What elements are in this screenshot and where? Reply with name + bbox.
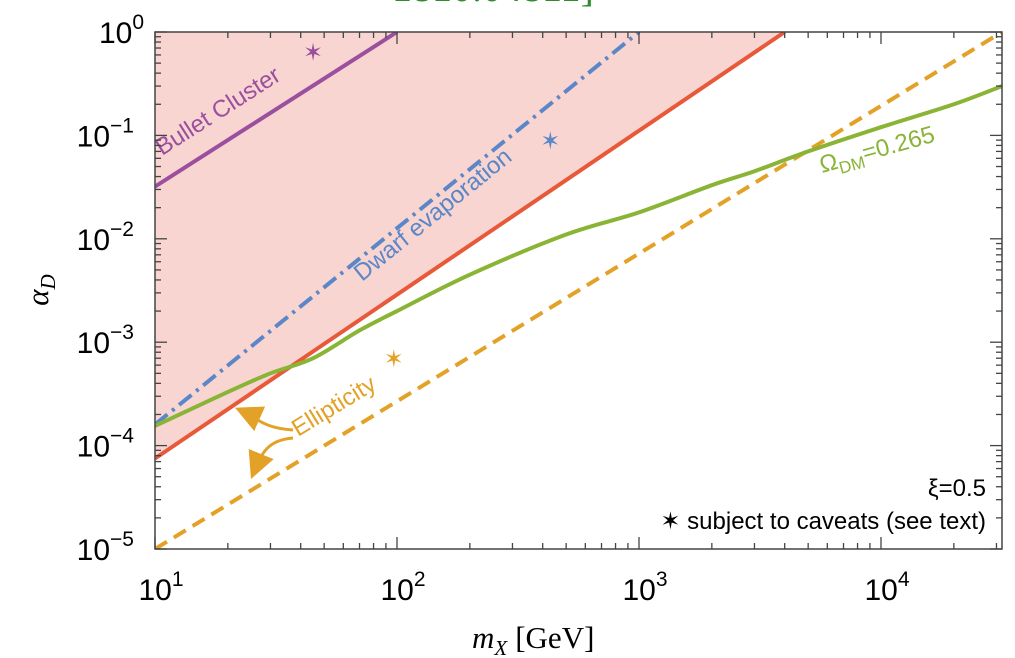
bullet-line xyxy=(155,32,399,189)
x-tick-label: 101 xyxy=(138,568,183,607)
dwarf-line xyxy=(155,32,641,427)
y-tick-label: 10−1 xyxy=(77,114,134,153)
y-axis-title: αD xyxy=(20,274,60,305)
page-caption: 1810.04811] xyxy=(392,0,594,11)
ellipticity-star-marker: ✶ xyxy=(384,345,404,373)
dwarf-star-marker: ✶ xyxy=(540,127,560,155)
x-tick-label: 102 xyxy=(380,568,425,607)
ticks-layer xyxy=(154,31,1002,550)
relic-line xyxy=(155,84,1002,428)
series-layer xyxy=(155,32,1002,549)
y-tick-label: 10−4 xyxy=(77,425,135,464)
excluded-region xyxy=(155,32,785,459)
x-tick-label: 103 xyxy=(622,568,667,607)
plot-area xyxy=(155,32,1002,549)
plot-frame xyxy=(154,31,1003,550)
caveat-annotation: ✶ subject to caveats (see text) xyxy=(660,508,986,535)
ellipticity-arrow-up xyxy=(235,406,294,432)
ellipticity-arrow-down xyxy=(248,436,294,479)
ellipticity-label: Ellipticity xyxy=(287,370,381,442)
tick-labels-layer: 101 102 103 104 100 10−1 10−2 10−3 10−4 10−5 xyxy=(77,11,910,607)
y-tick-label: 10−2 xyxy=(77,218,134,257)
y-tick-label: 10−3 xyxy=(77,321,134,360)
xi-annotation: ξ=0.5 xyxy=(928,475,986,502)
y-tick-label: 10−5 xyxy=(77,528,134,567)
red-line xyxy=(155,32,786,461)
bullet-star-marker: ✶ xyxy=(303,38,323,66)
ellipticity-arrows xyxy=(235,406,294,479)
x-tick-label: 104 xyxy=(864,568,909,607)
y-tick-label: 100 xyxy=(99,11,144,50)
x-axis-title: mX [GeV] xyxy=(472,620,594,658)
ellipticity-line xyxy=(155,32,1002,549)
